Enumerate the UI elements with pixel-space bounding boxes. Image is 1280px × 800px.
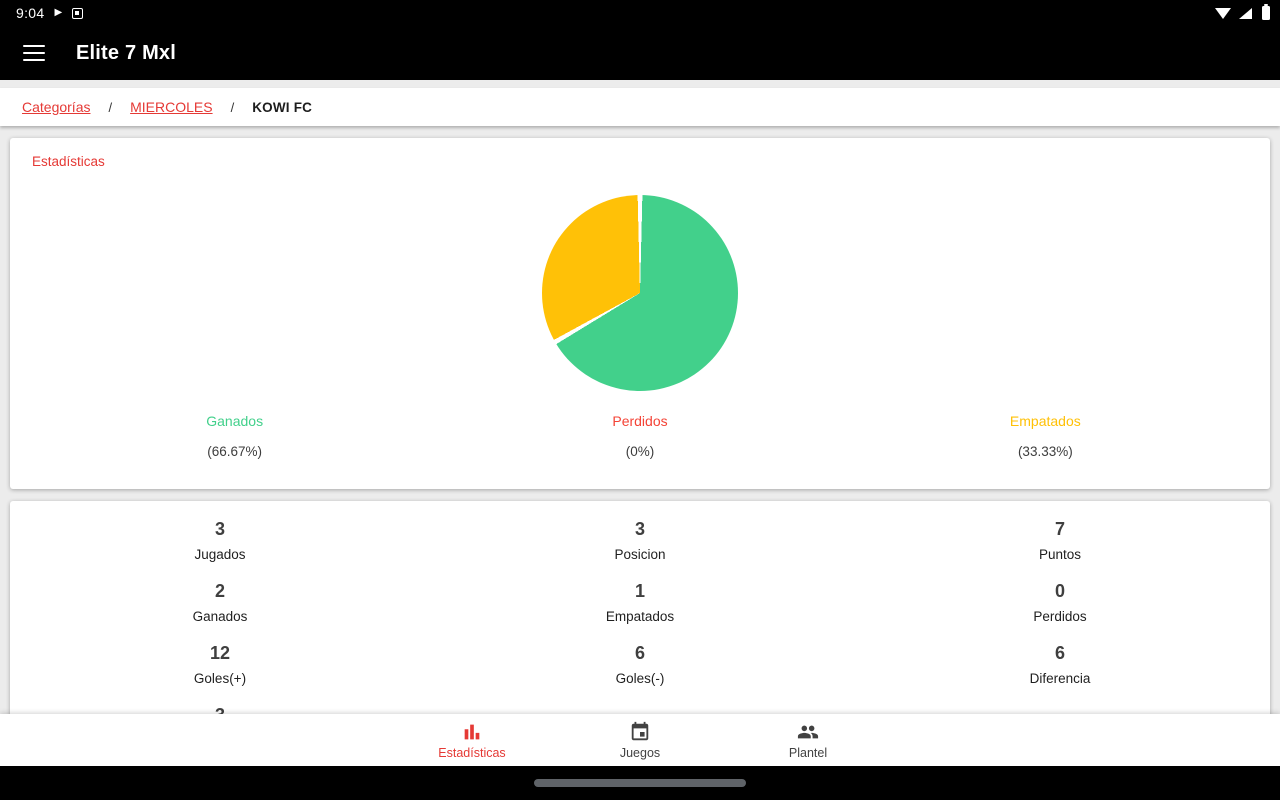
tab-label: Estadísticas [438,745,506,760]
breadcrumb: Categorías / MIERCOLES / KOWI FC [0,88,1280,126]
legend-percentage: (66.67%) [207,444,263,459]
legend-label: Perdidos [612,413,668,429]
stat-value: 3 [634,519,645,539]
breadcrumb-separator: / [108,99,113,115]
summary-row: 2 Ganados 1 Empatados 0 Perdidos [10,581,1270,643]
tab-juegos[interactable]: Juegos [556,721,724,760]
summary-row-clipped: 3 [10,705,1270,714]
statistics-card: Estadísticas Ganados (66.67%) Perdidos (… [10,138,1270,489]
stat-puntos: 7 Puntos [850,519,1270,563]
bar-chart-icon [464,724,480,739]
stat-label: Diferencia [1029,671,1091,686]
breadcrumb-separator: / [230,99,235,115]
stat-label: Puntos [1038,547,1082,562]
stat-value: 0 [1054,581,1065,601]
summary-card: 3 Jugados 3 Posicion 7 Puntos 2 Ganados [10,501,1270,714]
tab-estadisticas[interactable]: Estadísticas [388,721,556,760]
bottom-nav: Estadísticas Juegos Plantel [0,714,1280,766]
stat-jugados: 3 Jugados [10,519,430,563]
wifi-icon [1215,7,1231,19]
legend-label: Ganados [206,413,264,429]
play-notification-icon: ▶ [54,7,63,18]
stat-empatados: 1 Empatados [430,581,850,625]
content-area: Categorías / MIERCOLES / KOWI FC Estadís… [0,80,1280,714]
people-icon [797,725,819,738]
stat-goles-favor: 12 Goles(+) [10,643,430,687]
summary-row: 12 Goles(+) 6 Goles(-) 6 Diferencia [10,643,1270,705]
stat-value: 12 [209,643,231,663]
app-title: Elite 7 Mxl [76,41,177,64]
tab-label: Plantel [788,745,828,760]
battery-icon [1262,4,1270,20]
stat-label: Goles(-) [615,671,665,686]
tab-plantel[interactable]: Plantel [724,721,892,760]
breadcrumb-current: KOWI FC [252,99,313,115]
stat-perdidos: 0 Perdidos [850,581,1270,625]
summary-row: 3 Jugados 3 Posicion 7 Puntos [10,519,1270,581]
signal-icon [1239,7,1252,19]
stat-label: Ganados [192,609,248,624]
stat-label: Posicion [614,547,666,562]
stat-partial: 3 [10,705,430,714]
breadcrumb-miercoles[interactable]: MIERCOLES [130,99,213,115]
home-gesture-pill[interactable] [534,779,746,787]
legend-percentage: (0%) [625,444,655,459]
app-notification-icon [72,7,84,19]
tab-label: Juegos [619,745,661,760]
legend-percentage: (33.33%) [1017,444,1073,459]
stat-posicion: 3 Posicion [430,519,850,563]
menu-button[interactable] [16,34,54,72]
legend-label: Empatados [1009,413,1081,429]
stat-value: 7 [1054,519,1065,539]
stat-label: Empatados [605,609,675,624]
stat-value: 2 [214,581,225,601]
pie-chart [542,195,738,391]
status-bar: 9:04 ▶ [0,0,1280,26]
clock: 9:04 [16,5,45,21]
stat-value: 6 [634,643,645,663]
gesture-area [0,766,1280,800]
stat-value: 3 [10,705,430,714]
app-bar: Elite 7 Mxl [0,26,1280,80]
statistics-card-title: Estadísticas [32,154,105,169]
stat-value: 6 [1054,643,1065,663]
stat-goles-contra: 6 Goles(-) [430,643,850,687]
status-bar-right [1215,4,1270,20]
stat-diferencia: 6 Diferencia [850,643,1270,687]
status-bar-left: 9:04 ▶ [16,5,84,21]
stat-label: Jugados [194,547,246,562]
calendar-icon [631,721,649,740]
stat-value: 3 [214,519,225,539]
stat-ganados: 2 Ganados [10,581,430,625]
stat-label: Goles(+) [193,671,247,686]
pie-legend: Ganados (66.67%) Perdidos (0%) Empatados… [32,413,1248,459]
legend-item-ganados: Ganados (66.67%) [32,413,437,459]
breadcrumb-categorias[interactable]: Categorías [22,99,91,115]
stat-value: 1 [634,581,645,601]
legend-item-perdidos: Perdidos (0%) [437,413,842,459]
legend-item-empatados: Empatados (33.33%) [843,413,1248,459]
hamburger-icon [23,44,45,48]
stat-label: Perdidos [1033,609,1087,624]
